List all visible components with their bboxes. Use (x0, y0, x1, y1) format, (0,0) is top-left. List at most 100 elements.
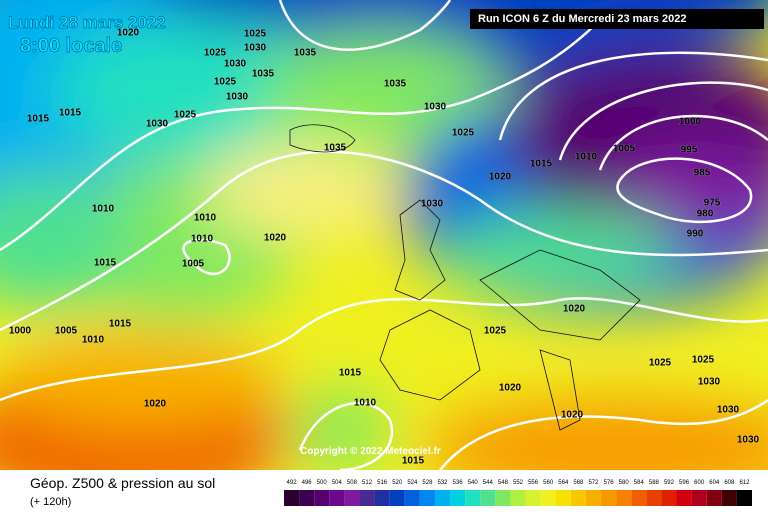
isobar-label: 1005 (55, 326, 78, 337)
scale-label: 540 (468, 480, 479, 486)
scale-label: 496 (302, 480, 313, 486)
isobar-label: 1010 (82, 335, 105, 346)
isobar-label: 1035 (294, 48, 317, 59)
isobar-labels: 1020 1025 1030 1035 1025 1030 1035 1025 1030 1015… (8, 27, 760, 467)
isobar-label: 1025 (649, 358, 672, 369)
isobar-label: 1030 (737, 435, 760, 446)
scale-swatch (419, 490, 435, 506)
isobar-label: 1010 (575, 152, 598, 163)
scale-label: 520 (392, 480, 403, 486)
time-label: 8:00 locale (20, 35, 122, 57)
scale-label: 544 (483, 480, 494, 486)
scale-label: 580 (619, 480, 630, 486)
scale-swatch (450, 490, 466, 506)
scale-swatch (661, 490, 677, 506)
scale-swatch (706, 490, 722, 506)
copyright: Copyright © 2022 Meteociel.fr (300, 446, 441, 457)
isobar-label: 1015 (109, 319, 132, 330)
scale-swatch (676, 490, 692, 506)
isobar-label: 1020 (144, 399, 167, 410)
scale-swatch (736, 490, 752, 506)
isobar-label: 1035 (324, 143, 347, 154)
isobar-label: 1035 (384, 79, 407, 90)
isobar-label: 1020 (561, 410, 584, 421)
isobar-label: 1030 (244, 43, 267, 54)
isobars (0, 0, 768, 470)
isobar-label: 1030 (226, 92, 249, 103)
scale-label: 604 (709, 480, 720, 486)
scale-label: 588 (649, 480, 660, 486)
scale-swatch (329, 490, 345, 506)
scale-swatch (540, 490, 556, 506)
scale-swatch (374, 490, 390, 506)
footer-title: Géop. Z500 & pression au sol (30, 475, 215, 491)
scale-label: 584 (634, 480, 645, 486)
scale-label: 576 (604, 480, 615, 486)
isobar-label: 1025 (174, 110, 197, 121)
footer-lead: (+ 120h) (30, 496, 71, 508)
run-label: Run ICON 6 Z du Mercredi 23 mars 2022 (478, 13, 686, 25)
scale-swatch (404, 490, 420, 506)
isobar-label: 1020 (264, 233, 287, 244)
scale-swatch (299, 490, 315, 506)
isobar-label: 1010 (194, 213, 217, 224)
isobar-label: 1005 (182, 259, 205, 270)
scale-swatch (389, 490, 405, 506)
scale-label: 528 (422, 480, 433, 486)
scale-swatch (465, 490, 481, 506)
scale-label: 504 (332, 480, 343, 486)
isobar-label: 1025 (214, 77, 237, 88)
scale-swatch (601, 490, 617, 506)
date-label: Lundi 28 mars 2022 (8, 13, 166, 32)
scale-swatch (495, 490, 511, 506)
isobar-label: 1030 (146, 119, 169, 130)
scale-label: 556 (528, 480, 539, 486)
isobar-label: 1015 (530, 159, 553, 170)
scale-swatch (616, 490, 632, 506)
isobar-label: 1015 (339, 368, 362, 379)
scale-swatch (434, 490, 451, 506)
isobar-label: 1025 (204, 48, 227, 59)
scale-label: 532 (438, 480, 449, 486)
scale-swatch (344, 490, 360, 506)
scale-label: 612 (739, 480, 750, 486)
scale-label: 596 (679, 480, 690, 486)
scale-label: 568 (573, 480, 584, 486)
scale-swatch (585, 490, 602, 506)
scale-swatch (631, 490, 647, 506)
isobar-label: 1000 (679, 117, 702, 128)
scale-label: 508 (347, 480, 358, 486)
isobar-label: 1020 (489, 172, 512, 183)
scale-swatch (721, 490, 737, 506)
scale-label: 500 (317, 480, 328, 486)
scale-swatch (525, 490, 541, 506)
isobar-label: 995 (681, 145, 698, 156)
scale-label: 524 (407, 480, 418, 486)
scale-swatch (480, 490, 496, 506)
isobar-label: 1020 (563, 304, 586, 315)
isobar-label: 1030 (717, 405, 740, 416)
isobar-label: 1015 (59, 108, 82, 119)
scale-label: 548 (498, 480, 509, 486)
scale-label: 492 (287, 480, 298, 486)
isobar-label: 1030 (424, 102, 447, 113)
color-scale: 492 496 500 504 508 512 516 520 524 528 532 536 540 5… (284, 480, 752, 506)
scale-label: 600 (694, 480, 705, 486)
scale-label: 608 (724, 480, 735, 486)
scale-swatch (510, 490, 526, 506)
isobar-label: 1025 (452, 128, 475, 139)
scale-label: 572 (588, 480, 599, 486)
isobar-label: 1015 (402, 456, 425, 467)
isobar-label: 1010 (354, 398, 377, 409)
isobar-label: 985 (694, 168, 711, 179)
scale-label: 552 (513, 480, 524, 486)
scale-label: 592 (664, 480, 675, 486)
scale-label: 516 (377, 480, 388, 486)
scale-swatch (646, 490, 662, 506)
isobar-label: 1020 (117, 28, 140, 39)
isobar-label: 1010 (191, 234, 214, 245)
isobar-label: 1005 (613, 144, 636, 155)
